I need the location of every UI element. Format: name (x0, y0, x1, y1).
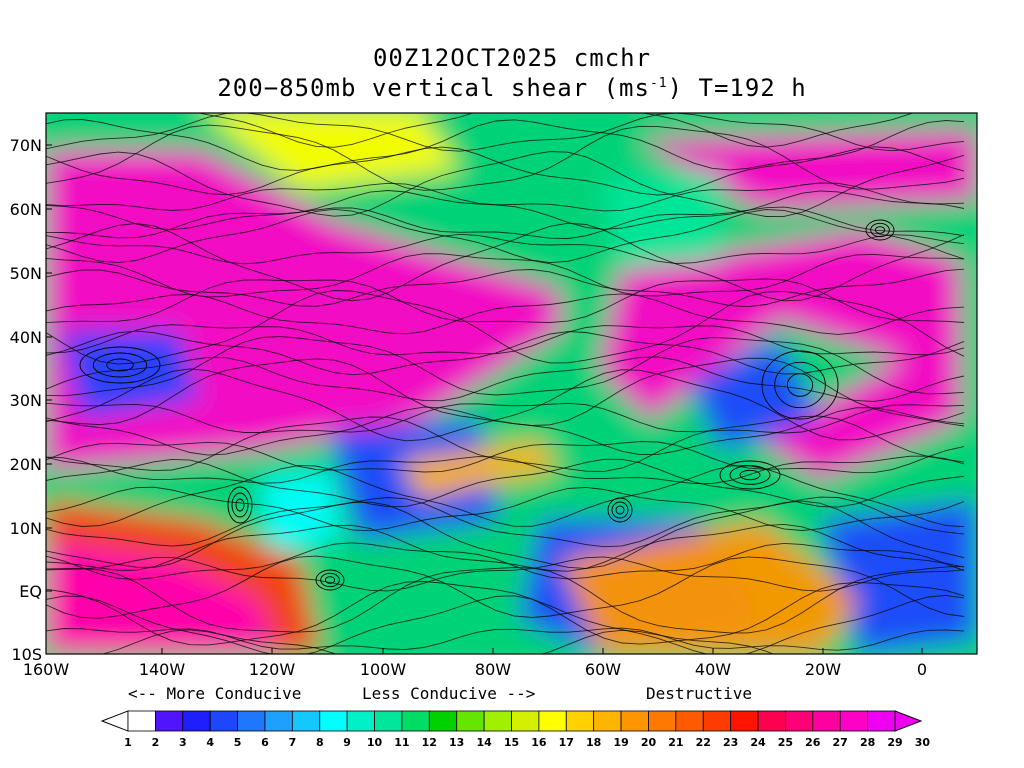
colorbar-label: 15 (504, 736, 519, 749)
colorbar-swatch (456, 710, 485, 732)
colorbar-swatch (319, 710, 348, 732)
x-tick-label: 60W (585, 660, 621, 679)
colorbar-swatch (237, 710, 266, 732)
colorbar-swatch (374, 710, 403, 732)
colorbar-label: 28 (860, 736, 875, 749)
colorbar-label: 1 (124, 736, 132, 749)
colorbar-label: 26 (805, 736, 821, 749)
y-tick-label: 10N (10, 519, 42, 538)
colorbar-label: 2 (152, 736, 160, 749)
colorbar-label: 12 (422, 736, 437, 749)
colorbar-swatch (483, 710, 512, 732)
y-tick-label: 60N (10, 200, 42, 219)
colorbar-label: 9 (343, 736, 351, 749)
y-tick-label: 40N (10, 328, 42, 347)
more-conducive-label: <-- More Conducive (128, 684, 302, 703)
colorbar-swatch (839, 710, 869, 732)
colorbar-swatch (593, 710, 622, 732)
colorbar-label: 11 (394, 736, 409, 749)
colorbar-swatch (565, 710, 595, 732)
colorbar-swatch (346, 710, 375, 732)
chart-subtitle: 200−850mb vertical shear (ms-1) T=192 h (217, 74, 807, 102)
colorbar-label: 10 (367, 736, 383, 749)
x-tick-label: 160W (23, 660, 70, 679)
axis-ticks: 160W 140W 120W 100W 80W 60W 40W 20W 0 70N 60N 50N 40… (10, 136, 927, 679)
colorbar-label: 20 (641, 736, 657, 749)
colorbar-label: 30 (915, 736, 931, 749)
colorbar-swatch (757, 710, 786, 732)
colorbar-swatch (209, 710, 238, 732)
colorbar-swatch (127, 710, 156, 732)
y-tick-label: 70N (10, 136, 42, 155)
colorbar-label: 16 (531, 736, 547, 749)
colorbar-label: 5 (234, 736, 242, 749)
colorbar-label: 25 (778, 736, 793, 749)
colorbar-label: 7 (289, 736, 297, 749)
colorbar-swatch (538, 710, 567, 732)
x-tick-label: 0 (917, 660, 927, 679)
colorbar-label: 19 (613, 736, 628, 749)
colorbar-swatch (867, 710, 896, 732)
colorbar-label: 13 (449, 736, 464, 749)
y-tick-label: 30N (10, 391, 42, 410)
colorbar-swatch (730, 710, 759, 732)
colorbar-label: 14 (476, 736, 492, 749)
colorbar-swatch (291, 710, 321, 732)
destructive-label: Destructive (646, 684, 752, 703)
colorbar-label: 6 (261, 736, 269, 749)
colorbar-swatch (401, 710, 430, 732)
colorbar-label: 21 (668, 736, 683, 749)
colorbar-label: 27 (833, 736, 848, 749)
x-tick-label: 120W (249, 660, 296, 679)
y-tick-label: EQ (19, 582, 42, 601)
colorbar-label: 24 (750, 736, 766, 749)
colorbar-swatch (428, 710, 458, 732)
colorbar-label: 22 (696, 736, 711, 749)
y-tick-label: 10S (11, 645, 42, 664)
colorbar-label: 3 (179, 736, 187, 749)
y-tick-label: 20N (10, 455, 42, 474)
colorbar-swatch (620, 710, 649, 732)
colorbar-swatch (648, 710, 677, 732)
less-conducive-label: Less Conducive --> (362, 684, 536, 703)
colorbar-swatch (675, 710, 704, 732)
map-frame (45, 112, 978, 655)
colorbar-label: 8 (316, 736, 324, 749)
x-tick-label: 80W (475, 660, 511, 679)
colorbar-label: 17 (559, 736, 574, 749)
colorbar-swatch (785, 710, 814, 732)
colorbar-label: 18 (586, 736, 601, 749)
colorbar-swatch (812, 710, 841, 732)
x-tick-label: 40W (695, 660, 731, 679)
x-tick-label: 20W (805, 660, 841, 679)
colorbar-swatch (264, 710, 293, 732)
x-tick-label: 140W (139, 660, 186, 679)
chart-title: 00Z12OCT2025 cmchr (372, 44, 652, 72)
x-tick-label: 100W (360, 660, 407, 679)
colorbar-swatch (154, 710, 184, 732)
colorbar-swatch (702, 710, 732, 732)
colorbar-swatch (182, 710, 211, 732)
colorbar-label: 29 (887, 736, 902, 749)
colorbar-swatch (511, 710, 540, 732)
colorbar-label: 23 (723, 736, 738, 749)
streamlines (46, 113, 965, 654)
colorbar-label: 4 (206, 736, 214, 749)
y-tick-label: 50N (10, 264, 42, 283)
colorbar: 1 2 3 4 5 6 7 8 9 10 11 12 13 14 15 16 17 18 19 20 21 22 23 24 2… (100, 710, 931, 749)
